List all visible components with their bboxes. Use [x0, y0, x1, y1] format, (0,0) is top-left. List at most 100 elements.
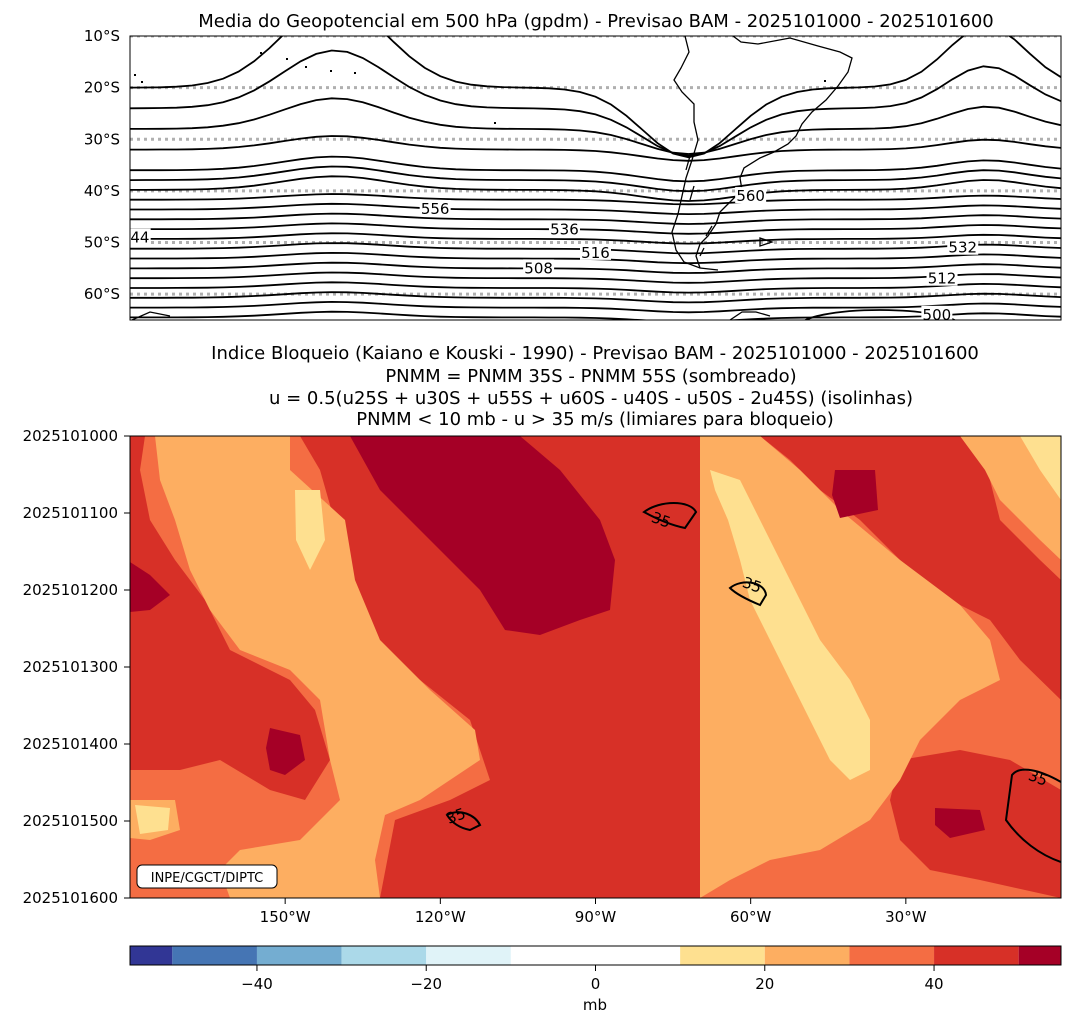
geopotential-contour-label: 496 [23, 280, 52, 298]
colorbar-tick-label: 0 [591, 975, 601, 993]
coastline [131, 36, 853, 320]
geopotential-isoline [130, 281, 1061, 294]
y-tick-label: 2025101600 [23, 889, 118, 907]
geopotential-isoline [130, 271, 1061, 284]
geopotential-isoline [130, 261, 1061, 274]
geopotential-contour-label: 500 [923, 306, 952, 324]
colorbar-segment [510, 946, 681, 965]
colorbar-segment [934, 946, 1019, 965]
contour-label-background [548, 220, 580, 237]
x-tick-label: 150°W [260, 908, 311, 926]
contour-label-background [21, 280, 52, 296]
geopotential-contour-label: 544 [121, 228, 150, 246]
colorbar-tick-label: 20 [755, 975, 774, 993]
geopotential-isoline [130, 155, 1061, 183]
y-tick-label: 2025101300 [23, 658, 118, 676]
colorbar-segment [172, 946, 257, 965]
geopotential-contour-label: 516 [581, 244, 610, 262]
latitude-tick-label: 30°S [84, 130, 120, 148]
geopotential-isoline [130, 232, 1061, 245]
colorbar-segment [341, 946, 427, 965]
y-tick-label: 2025101400 [23, 735, 118, 753]
contour-label-background [947, 238, 979, 255]
top-latitude-tick-labels: 10°S 20°S 30°S 40°S 50°S 60°S [84, 27, 120, 303]
geopotential-isoline [130, 97, 1061, 155]
geopotential-isoline [130, 49, 1061, 157]
colorbar-segment [764, 946, 850, 965]
geopotential-contour-label: 560 [736, 187, 765, 205]
x-tick-label: 60°W [730, 908, 772, 926]
geopotential-isoline [130, 165, 1061, 193]
u-wind-contour-label: 35 [649, 508, 673, 531]
geopotential-contours [130, 36, 1061, 320]
bottom-x-tick-marks: 150°W 120°W 90°W 60°W 30°W [260, 898, 927, 926]
colorbar-label: mb [583, 996, 607, 1014]
geopotential-isoline [130, 135, 1061, 162]
credit-box: INPE/CGCT/DIPTC [136, 864, 278, 889]
bottom-chart-title-line-3: u = 0.5(u25S + u30S + u55S + u60S - u40S… [269, 388, 913, 409]
geopotential-contour-label: 520 [1062, 270, 1071, 288]
geopotential-contour-label: 556 [421, 200, 450, 218]
latitude-tick-label: 20°S [84, 79, 120, 97]
u-wind-contour-label: 35 [740, 573, 764, 596]
contour-label-background [580, 243, 611, 260]
geopotential-isoline [130, 310, 1061, 320]
colorbar-segment [426, 946, 511, 965]
geopotential-isoline [130, 300, 1061, 314]
geopotential-isoline [130, 202, 1061, 216]
u-wind-contour-labels: 35 35 35 35 [444, 508, 1050, 827]
y-tick-label: 2025101200 [23, 581, 118, 599]
latitude-tick-label: 40°S [84, 182, 120, 200]
u-wind-contours [445, 502, 1061, 863]
pnmm-filled-contours [130, 436, 1061, 898]
y-tick-label: 2025101500 [23, 812, 118, 830]
bottom-chart-title-line-1: Indice Bloqueio (Kaiano e Kouski - 1990)… [211, 343, 979, 364]
contour-label-background [921, 305, 953, 320]
top-map-frame [129, 35, 1062, 321]
latitude-tick-label: 60°S [84, 285, 120, 303]
latitude-tick-label: 50°S [84, 234, 120, 252]
contour-label-background [523, 259, 555, 276]
geopotential-isoline [803, 309, 957, 320]
colorbar-tick-label: −40 [241, 975, 273, 993]
colorbar-tick-label: −20 [410, 975, 442, 993]
x-tick-label: 120°W [415, 908, 466, 926]
x-tick-label: 90°W [575, 908, 617, 926]
latitude-tick-label: 10°S [84, 27, 120, 45]
y-tick-label: 2025101100 [23, 504, 118, 522]
x-tick-label: 30°W [885, 908, 927, 926]
colorbar-segment [130, 946, 173, 965]
contour-label-background [419, 199, 451, 216]
small-islands [134, 52, 826, 124]
geopotential-isoline [130, 36, 1061, 159]
colorbar-segment [1018, 946, 1061, 965]
bottom-chart-title-line-4: PNMM < 10 mb - u > 35 m/s (limiares para… [356, 409, 833, 430]
geopotential-isoline [130, 222, 1061, 235]
u-wind-contour-label: 35 [444, 804, 468, 827]
credit-label: INPE/CGCT/DIPTC [151, 871, 263, 886]
y-tick-label: 2025101000 [23, 427, 118, 445]
geopotential-contour-label: 532 [948, 239, 977, 257]
geopotential-contour-label: 536 [550, 221, 579, 239]
bottom-chart-title-line-2: PNMM = PNMM 35S - PNMM 55S (sombreado) [385, 366, 796, 387]
colorbar-segment [680, 946, 765, 965]
colorbar-segment [849, 946, 935, 965]
geopotential-contour-label: 508 [524, 259, 553, 277]
geopotential-isoline [130, 193, 1061, 206]
contour-label-background [735, 187, 767, 204]
geopotential-contour-labels: 5445565365165084965605325125005205 [21, 187, 1071, 324]
u-wind-contour-label: 35 [1026, 766, 1050, 789]
bottom-y-tick-labels: 2025101000 2025101100 2025101200 2025101300… [23, 427, 130, 907]
geopotential-isoline [130, 291, 1061, 304]
colorbar-tick-labels: −40 −20 0 20 40 [241, 965, 944, 993]
geopotential-contour-label: 512 [928, 270, 957, 288]
contour-label-background [926, 269, 958, 286]
contour-label-background [130, 228, 151, 245]
geopotential-isoline [130, 175, 1061, 202]
colorbar [130, 946, 1061, 965]
contour-label-background [1061, 270, 1071, 286]
geopotential-isoline [130, 212, 1061, 225]
colorbar-segment [256, 946, 342, 965]
top-chart-title: Media do Geopotencial em 500 hPa (gpdm) … [198, 11, 994, 32]
